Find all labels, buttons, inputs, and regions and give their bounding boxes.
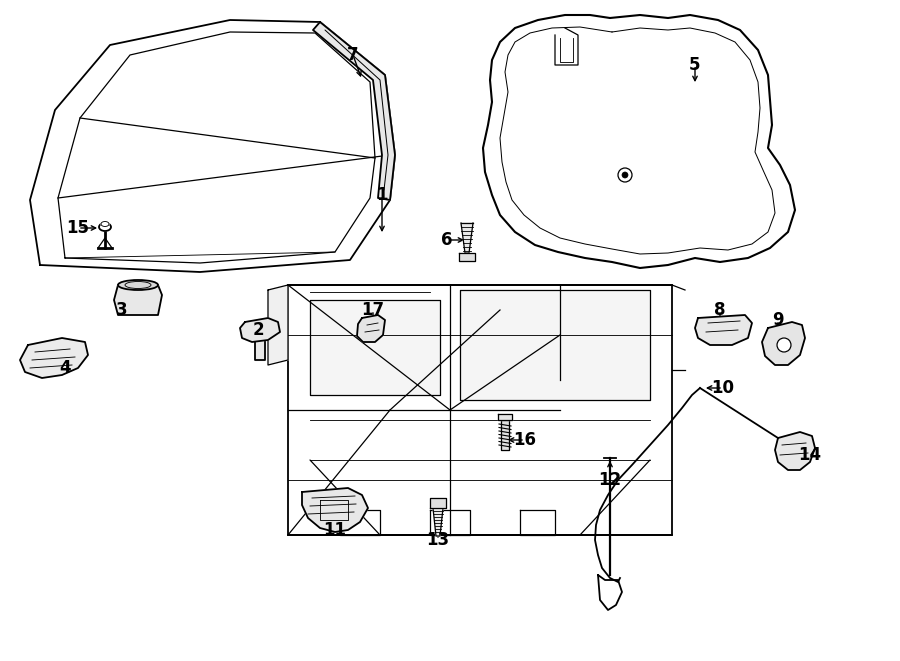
Text: 2: 2 xyxy=(252,321,264,339)
Text: 12: 12 xyxy=(598,471,622,489)
Polygon shape xyxy=(302,488,368,532)
Polygon shape xyxy=(459,253,475,261)
Text: 6: 6 xyxy=(441,231,453,249)
Circle shape xyxy=(622,172,628,178)
Polygon shape xyxy=(460,290,650,400)
Polygon shape xyxy=(775,432,815,470)
Text: 5: 5 xyxy=(689,56,701,74)
Polygon shape xyxy=(255,342,265,360)
Text: 15: 15 xyxy=(67,219,89,237)
Polygon shape xyxy=(498,414,512,420)
Polygon shape xyxy=(240,318,280,342)
Text: 3: 3 xyxy=(116,301,128,319)
Polygon shape xyxy=(114,285,162,315)
Text: 8: 8 xyxy=(715,301,725,319)
Polygon shape xyxy=(695,315,752,345)
Polygon shape xyxy=(430,498,446,508)
Circle shape xyxy=(777,338,791,352)
Ellipse shape xyxy=(101,221,109,227)
Text: 10: 10 xyxy=(712,379,734,397)
Text: 13: 13 xyxy=(427,531,450,549)
Polygon shape xyxy=(30,20,395,272)
Polygon shape xyxy=(20,338,88,378)
Ellipse shape xyxy=(118,280,158,290)
Polygon shape xyxy=(288,285,672,535)
Text: 11: 11 xyxy=(323,521,346,539)
Polygon shape xyxy=(501,420,509,450)
Polygon shape xyxy=(483,15,795,268)
Text: 14: 14 xyxy=(798,446,822,464)
Polygon shape xyxy=(357,315,385,342)
Text: 1: 1 xyxy=(376,186,388,204)
Text: 9: 9 xyxy=(772,311,784,329)
Polygon shape xyxy=(762,322,805,365)
Text: 7: 7 xyxy=(347,46,359,64)
Polygon shape xyxy=(433,508,443,536)
Text: 16: 16 xyxy=(514,431,536,449)
Text: 4: 4 xyxy=(59,359,71,377)
Polygon shape xyxy=(268,285,288,365)
Ellipse shape xyxy=(99,223,111,231)
Polygon shape xyxy=(310,300,440,395)
Polygon shape xyxy=(461,223,473,253)
Polygon shape xyxy=(313,22,395,200)
Text: 17: 17 xyxy=(362,301,384,319)
